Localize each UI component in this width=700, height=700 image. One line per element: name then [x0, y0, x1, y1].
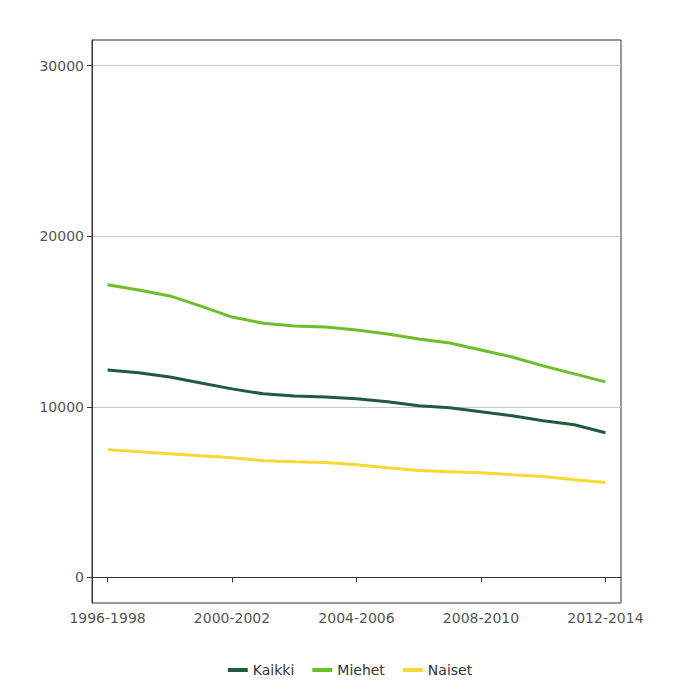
svg-text:10000: 10000 [39, 399, 84, 415]
svg-text:1996-1998: 1996-1998 [69, 610, 145, 626]
svg-text:2008-2010: 2008-2010 [443, 610, 519, 626]
svg-text:0: 0 [75, 569, 84, 585]
svg-text:2004-2006: 2004-2006 [318, 610, 394, 626]
svg-text:Miehet: Miehet [337, 662, 385, 678]
svg-text:2012-2014: 2012-2014 [567, 610, 643, 626]
svg-text:2000-2002: 2000-2002 [194, 610, 270, 626]
svg-text:Naiset: Naiset [428, 662, 473, 678]
svg-text:30000: 30000 [39, 58, 84, 74]
svg-text:20000: 20000 [39, 228, 84, 244]
svg-text:Kaikki: Kaikki [253, 662, 295, 678]
